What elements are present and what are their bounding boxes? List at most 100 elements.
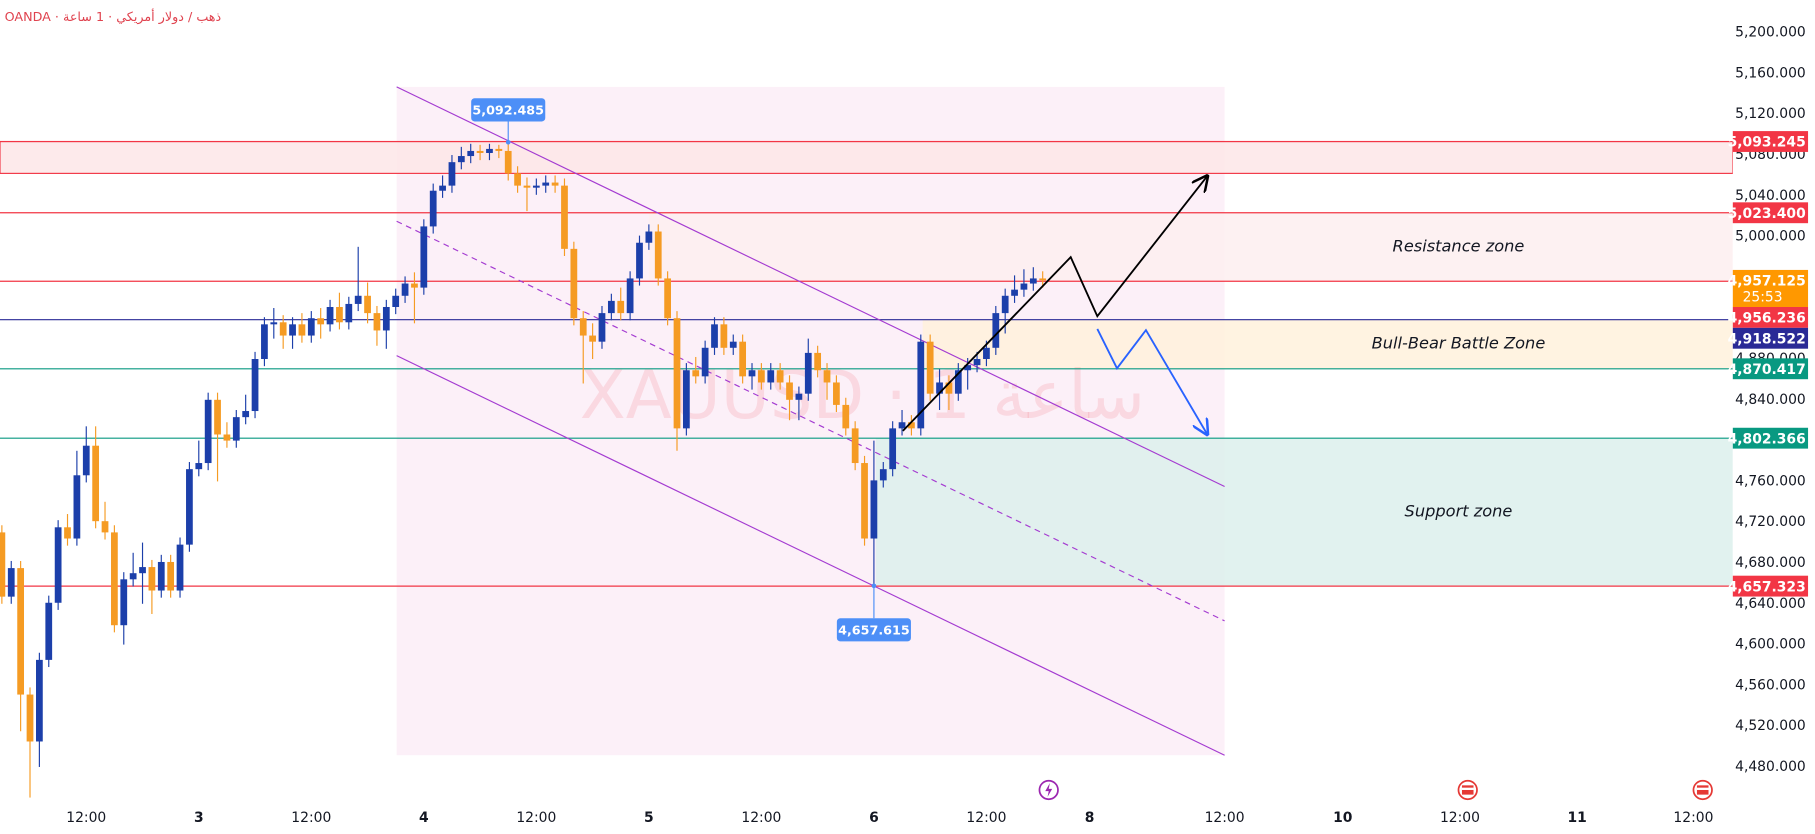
price-badge [1732,269,1809,307]
candle-body [814,352,822,371]
channel-upper [396,86,1225,488]
price-badge-label: 4,657.323 [1728,579,1806,595]
y-tick-label: 4,680.000 [1735,555,1806,571]
candle-body [270,322,278,325]
axis-layer: 5,200.0005,160.0005,120.0005,080.0005,04… [66,0,1815,834]
candle-body [664,278,671,319]
candle-body [908,422,915,429]
price-badge [1732,202,1809,224]
candle-body [964,365,972,371]
candle-body [504,150,512,174]
candle-body [307,318,315,336]
candle-body [1020,283,1028,290]
y-tick-label: 4,560.000 [1735,677,1806,693]
candle-body [1011,289,1018,296]
candle-body [926,341,934,394]
candle-body [692,370,700,377]
x-tick-label: 12:00 [966,810,1006,826]
annotation-point [505,139,511,145]
candle-body [120,579,128,626]
candle-body [954,370,962,394]
candle-body [26,694,34,742]
candle-body [636,242,643,279]
y-tick-label: 4,760.000 [1735,473,1806,489]
candle-body [645,231,653,243]
candle-body [833,382,840,405]
candle-body [1029,278,1037,284]
x-tick-label: 12:00 [1205,810,1245,826]
channel-midline [396,220,1225,622]
watermark: XAUUSD · 1 ساعة [580,356,1145,434]
candle-body [654,231,662,279]
candle-body [551,182,559,186]
candle-body [701,347,709,377]
price-badge [1732,427,1809,449]
candle-body [889,428,897,470]
candle-body [139,567,146,574]
candle-body [439,185,446,191]
mid-layer [0,86,1733,756]
candle-body [983,347,990,360]
candle-body [767,370,775,383]
bull-projection [902,176,1207,432]
zone-label: Bull-Bear Battle Zone [1372,334,1546,353]
annotation-badge [471,98,546,122]
candle-body [804,352,812,394]
candle-body [401,283,409,296]
candle-body [429,190,437,227]
candle-body [420,226,428,288]
symbol-header: OANDA · ذهب / دولار أمريكي · 1 ساعة [5,8,222,25]
x-tick-label: 10 [1333,810,1352,826]
candle-body [861,463,868,539]
candle-body [729,341,737,348]
candle-body [326,306,334,325]
event-icons [1038,779,1713,801]
price-badge [1732,306,1809,328]
candle-body [561,185,568,249]
candle-body [261,324,268,360]
candle-body [917,341,925,429]
price-badge-label: 4,956.236 [1728,311,1806,327]
candle-body [111,532,118,626]
candle-body [1001,295,1009,314]
zone [648,212,1733,282]
candle-body [148,567,156,591]
x-tick-label: 11 [1568,810,1587,826]
candle-body [682,370,690,429]
price-countdown: 25:53 [1743,290,1783,306]
x-tick-label: 12:00 [291,810,331,826]
candle-body [495,148,503,151]
candle-body [17,568,25,695]
candle-body [279,322,287,336]
annotation-badge [836,618,911,642]
candle-body [514,173,521,186]
candle-body [36,659,43,742]
x-tick-label: 12:00 [1673,810,1713,826]
candle-body [336,306,343,323]
candle-body [748,370,756,377]
y-tick-label: 4,480.000 [1735,759,1806,775]
y-tick-label: 5,040.000 [1735,188,1806,204]
zone [875,438,1733,587]
candle-body [870,480,878,539]
candle-body [214,399,221,435]
candle-body [82,445,90,476]
candle-body [251,359,259,412]
candle-body [776,370,784,383]
candle-body [795,393,803,400]
candle-body [823,370,831,383]
candle-body [373,313,381,331]
candle-body [232,417,240,441]
candle-body [720,324,728,348]
candle-body [523,185,531,188]
candle-body [626,278,634,314]
candle-body [579,318,587,336]
candle-body [617,300,625,314]
candle-body [1039,278,1047,281]
price-badge-label: 4,918.522 [1728,331,1806,347]
price-badge-label: 4,870.417 [1728,362,1806,378]
candle-body [317,318,325,325]
price-badge-label: 5,093.245 [1728,135,1806,151]
price-badge-label: 4,957.125 [1728,274,1806,290]
candle-body [354,295,362,304]
